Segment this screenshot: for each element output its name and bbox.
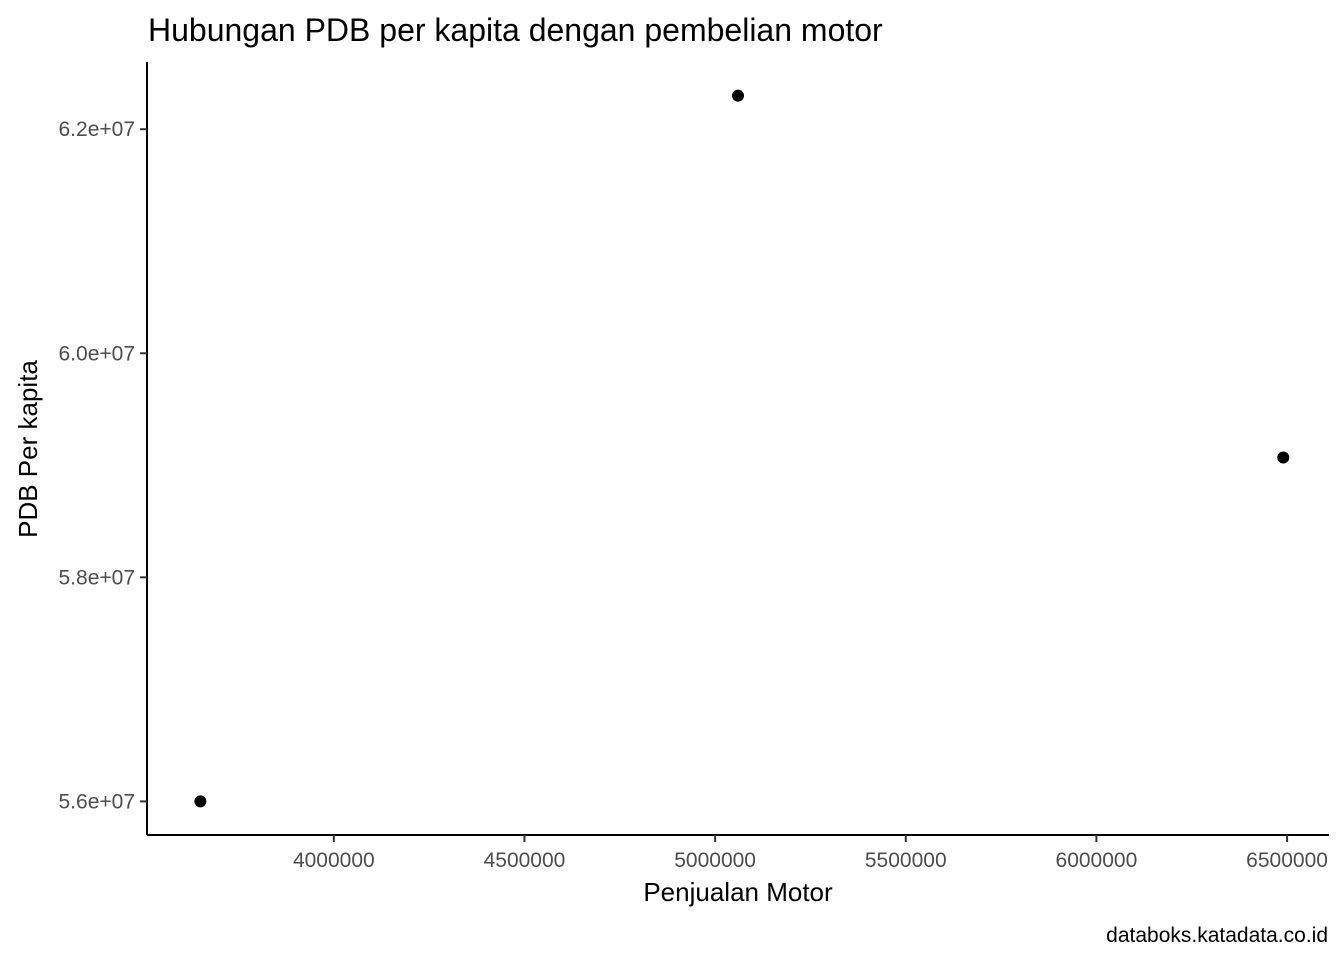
source-caption: databoks.katadata.co.id — [1106, 924, 1328, 947]
x-tick-label: 5500000 — [865, 849, 947, 872]
y-tick-label: 6.2e+07 — [59, 118, 136, 141]
x-tick-label: 5000000 — [674, 849, 756, 872]
data-point — [1277, 451, 1290, 464]
chart-title: Hubungan PDB per kapita dengan pembelian… — [148, 12, 883, 48]
x-tick-label: 6500000 — [1246, 849, 1328, 872]
y-tick-label: 5.6e+07 — [59, 790, 136, 813]
x-axis-title: Penjualan Motor — [643, 877, 833, 907]
plot-area: 5.6e+07 5.8e+07 6.0e+07 6.2e+07 4000000 45000… — [59, 62, 1329, 872]
x-tick-label: 6000000 — [1056, 849, 1138, 872]
y-axis-title: PDB Per kapita — [13, 360, 43, 538]
x-tick-label: 4500000 — [484, 849, 566, 872]
y-tick-label: 5.8e+07 — [59, 566, 136, 589]
y-tick-label: 6.0e+07 — [59, 342, 136, 365]
x-tick-label: 4000000 — [293, 849, 375, 872]
data-point — [732, 89, 744, 102]
data-point — [194, 795, 207, 808]
